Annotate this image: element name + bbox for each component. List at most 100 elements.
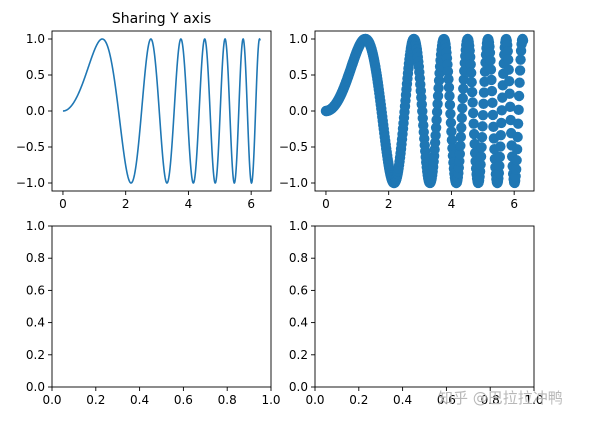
scatter-point bbox=[504, 88, 515, 99]
scatter-point bbox=[476, 131, 488, 143]
scatter-point bbox=[467, 97, 478, 108]
series-line bbox=[62, 37, 261, 185]
axes-frame bbox=[51, 225, 272, 388]
scatter-point bbox=[495, 129, 507, 141]
scatter-point bbox=[502, 46, 513, 57]
y-tick-label: 0.2 bbox=[26, 348, 45, 362]
scatter-point bbox=[513, 104, 524, 116]
watermark-text: 知乎 @巴拉拉冲鸭 bbox=[438, 389, 563, 407]
axes-frame bbox=[314, 225, 535, 388]
x-tick-label: 0.2 bbox=[86, 393, 105, 407]
y-tick-label: 0.0 bbox=[289, 380, 308, 394]
scatter-point bbox=[503, 54, 514, 65]
scatter-point bbox=[466, 76, 477, 88]
scatter-point bbox=[432, 90, 444, 102]
y-tick-label: 1.0 bbox=[26, 32, 45, 46]
scatter-point bbox=[433, 82, 444, 94]
y-tick-label: 0.8 bbox=[26, 251, 45, 265]
scatter-point bbox=[504, 75, 515, 87]
scatter-point bbox=[511, 144, 523, 155]
x-tick-label: 0 bbox=[322, 197, 330, 211]
scatter-point bbox=[486, 85, 498, 97]
scatter-point bbox=[455, 140, 466, 151]
scatter-point bbox=[476, 142, 487, 153]
scatter-point bbox=[495, 141, 506, 152]
x-tick-label: 0.0 bbox=[42, 393, 61, 407]
scatter-point bbox=[496, 117, 507, 129]
scatter-point bbox=[443, 74, 454, 85]
x-tick-label: 0 bbox=[59, 197, 67, 211]
y-tick-label: −0.5 bbox=[279, 140, 308, 154]
scatter-point bbox=[515, 54, 526, 65]
subplot-title: Sharing Y axis bbox=[112, 11, 211, 27]
scatter-point bbox=[487, 97, 498, 109]
scatter-point bbox=[510, 164, 522, 175]
scatter-point bbox=[494, 160, 505, 172]
scatter-point bbox=[514, 65, 526, 76]
scatter-point bbox=[446, 134, 458, 146]
x-tick-label: 0.6 bbox=[174, 393, 193, 407]
scatter-point bbox=[511, 155, 522, 166]
scatter-point bbox=[432, 98, 443, 110]
scatter-point bbox=[475, 151, 487, 162]
scatter-point bbox=[457, 93, 468, 104]
scatter-point bbox=[512, 118, 524, 129]
x-tick-label: 0.2 bbox=[349, 393, 368, 407]
scatter-point bbox=[475, 159, 486, 170]
x-tick-label: 0.8 bbox=[481, 393, 500, 407]
scatter-point bbox=[494, 151, 506, 163]
subplots-group: 0 2 4 6 1.0 0.5 0.0 −0.5 −1.0 Sharing Y axis 0 2 4 6 1… bbox=[16, 11, 544, 407]
scatter-point bbox=[486, 74, 497, 86]
y-tick-label: 0.5 bbox=[289, 68, 308, 82]
scatter-point bbox=[465, 67, 477, 79]
scatter-point bbox=[468, 128, 480, 140]
y-tick-label: 1.0 bbox=[289, 32, 308, 46]
scatter-point bbox=[431, 114, 442, 126]
scatter-point bbox=[455, 131, 467, 143]
scatter-point bbox=[488, 121, 499, 133]
scatter-point bbox=[443, 82, 455, 93]
scatter-point bbox=[456, 122, 467, 133]
y-tick-label: 0.0 bbox=[26, 104, 45, 118]
x-tick-label: 0.4 bbox=[393, 393, 412, 407]
x-tick-label: 2 bbox=[385, 197, 393, 211]
y-tick-label: 0.0 bbox=[26, 380, 45, 394]
x-tick-label: 4 bbox=[448, 197, 456, 211]
scatter-point bbox=[458, 83, 469, 94]
scatter-point bbox=[505, 101, 516, 112]
subplot-4: 0.0 0.2 0.4 0.6 0.8 1.0 0.0 0.2 0.4 0.6 0.8 1.0 bbox=[289, 219, 544, 407]
y-tick-label: 0.0 bbox=[289, 104, 308, 118]
y-tick-label: −1.0 bbox=[279, 176, 308, 190]
scatter-point bbox=[477, 109, 489, 121]
scatter-point bbox=[468, 118, 479, 129]
y-tick-label: 0.5 bbox=[26, 68, 45, 82]
scatter-point bbox=[431, 106, 443, 118]
scatter-point bbox=[430, 122, 442, 133]
scatter-point bbox=[457, 102, 468, 114]
scatter-point bbox=[478, 87, 490, 98]
y-tick-label: −0.5 bbox=[16, 140, 45, 154]
y-tick-label: 0.6 bbox=[289, 283, 308, 297]
x-tick-label: 0.0 bbox=[305, 393, 324, 407]
y-tick-label: 0.4 bbox=[289, 316, 308, 330]
scatter-point bbox=[444, 99, 456, 111]
scatter-point bbox=[477, 121, 488, 132]
scatter-point bbox=[445, 117, 457, 128]
scatter-point bbox=[514, 77, 525, 88]
scatter-point bbox=[465, 59, 476, 70]
subplot-1: 0 2 4 6 1.0 0.5 0.0 −0.5 −1.0 Sharing Y axis bbox=[16, 11, 272, 211]
scatter-point bbox=[444, 90, 455, 102]
scatter-point bbox=[446, 126, 457, 137]
scatter-point bbox=[485, 55, 496, 66]
x-tick-label: 6 bbox=[510, 197, 518, 211]
scatter-point bbox=[454, 148, 466, 160]
x-tick-label: 1.0 bbox=[261, 393, 280, 407]
scatter-point bbox=[442, 66, 454, 77]
scatter-point bbox=[478, 98, 489, 109]
x-tick-label: 0.6 bbox=[437, 393, 456, 407]
scatter-point bbox=[513, 90, 525, 102]
scatter-point bbox=[512, 131, 523, 143]
x-tick-label: 0.4 bbox=[130, 393, 149, 407]
y-tick-label: 1.0 bbox=[289, 219, 308, 233]
